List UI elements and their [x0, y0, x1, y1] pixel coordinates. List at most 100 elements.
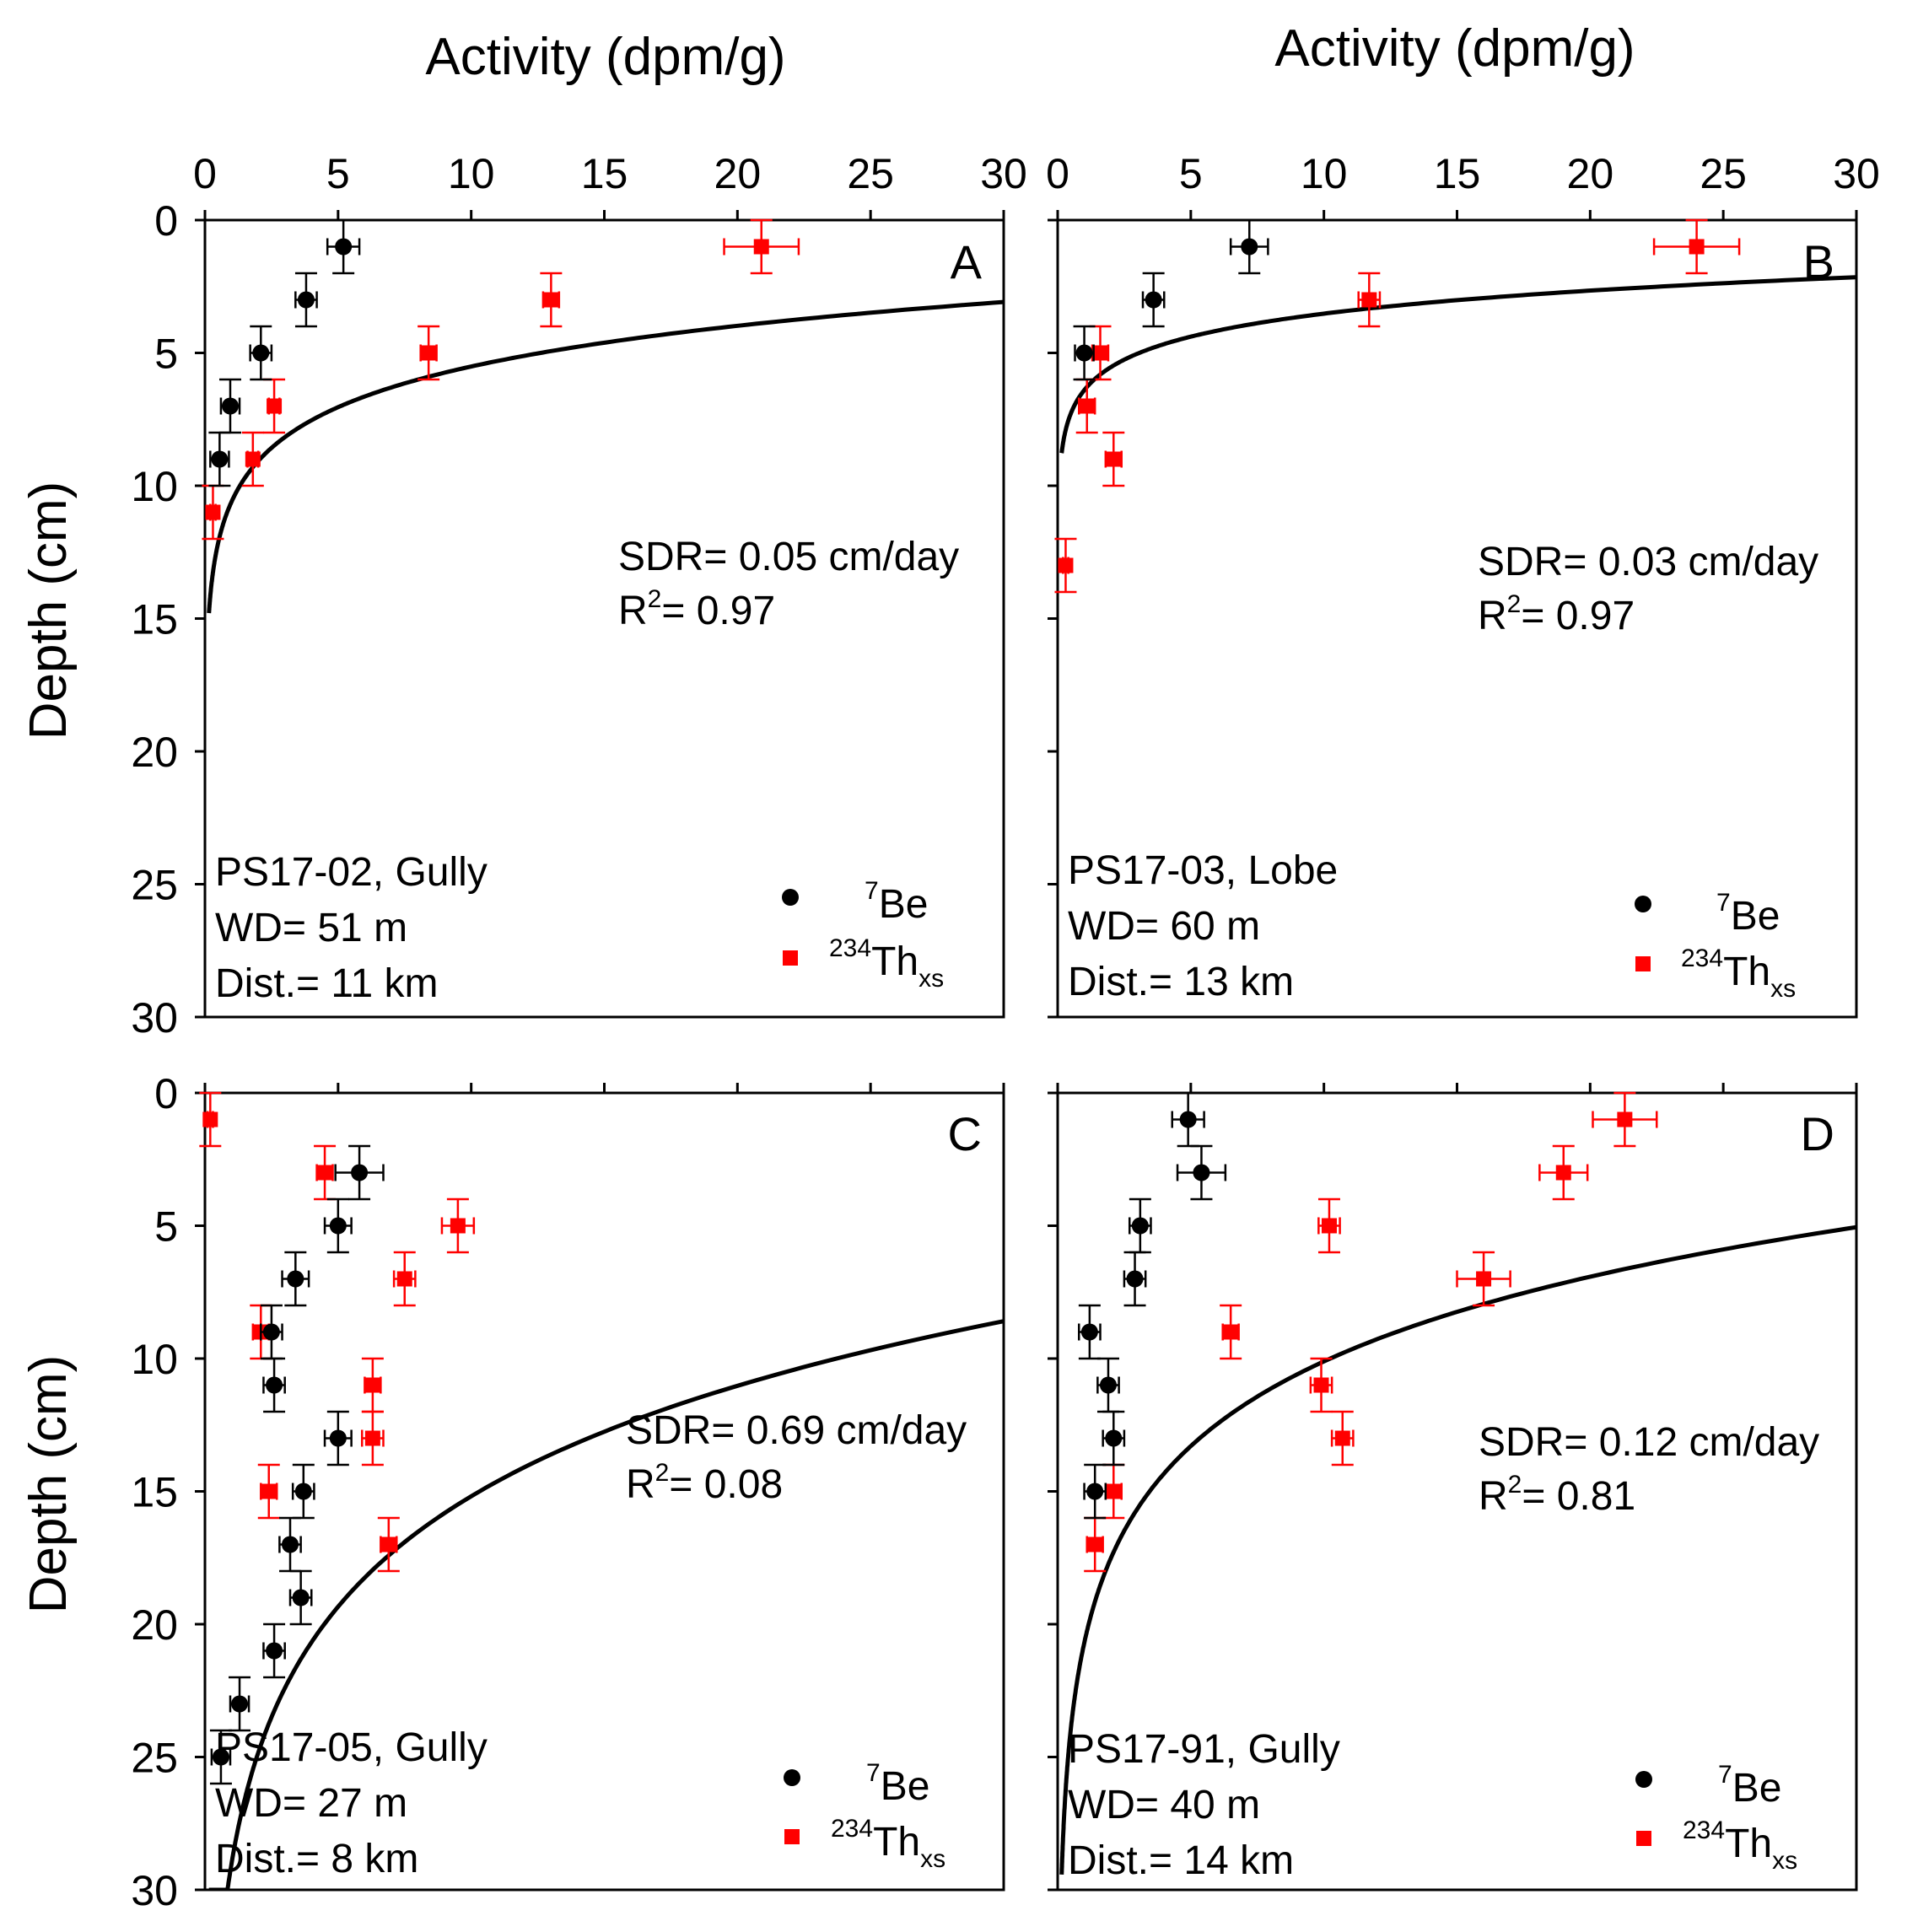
panel-b-be-point: [1229, 218, 1269, 275]
panel-b-legend-th-base: Th: [1723, 950, 1770, 994]
panel-b-x-tick-label: 0: [1046, 150, 1069, 197]
panel-a: 0 5 10 15 20 25 30 0 5 10 15 20 25 30 A SDR= 0.05 cm/da…: [131, 150, 1026, 1041]
panel-a-th-point: [202, 484, 224, 541]
panel-c-y-tick-label: 5: [154, 1203, 178, 1251]
panel-b-letter: B: [1803, 235, 1834, 288]
panel-d-be-point: [1123, 1251, 1147, 1307]
panel-c-legend-be-base: Be: [881, 1764, 930, 1809]
panel-d-legend-th-label: 234Thxs: [1683, 1816, 1797, 1875]
panel-c-y-tick-label: 10: [131, 1336, 178, 1383]
panel-a-th-point: [417, 325, 440, 381]
panel-c-y-tick-label: 15: [131, 1469, 178, 1516]
panel-c: 0 5 10 15 20 25 30 C SDR= 0.69 cm/day R2= 0.08 PS1…: [131, 1070, 1005, 1914]
panel-b-r2-sup: 2: [1507, 590, 1522, 618]
panel-c-y-tick-label: 20: [131, 1601, 178, 1649]
panel-d-legend-th-sup: 234: [1683, 1816, 1725, 1844]
panel-a-y-tick-label: 30: [131, 994, 178, 1041]
panel-a-legend-be-label: 7Be: [865, 877, 928, 927]
panel-a-distance: Dist.= 11 km: [215, 961, 439, 1006]
panel-c-th-point: [377, 1516, 400, 1573]
panel-c-r2-sup: 2: [655, 1459, 670, 1487]
panel-b-x-tick-label: 20: [1567, 150, 1614, 197]
panel-c-th-point: [440, 1197, 476, 1254]
panel-c-be-point: [291, 1463, 315, 1520]
panel-a-x-tick-label: 30: [980, 150, 1027, 197]
panel-a-x-tick-label: 10: [448, 150, 495, 197]
panel-c-legend-be-sup: 7: [866, 1759, 881, 1787]
panel-d-legend-th-marker: [1636, 1831, 1651, 1846]
panel-c-y-tick-label: 25: [131, 1735, 178, 1782]
panel-b-r2: R2= 0.97: [1478, 590, 1635, 638]
panel-c-be-point: [229, 1676, 251, 1732]
panel-b-th-point: [1054, 537, 1077, 594]
panel-d-legend-th-base: Th: [1725, 1822, 1772, 1866]
panel-c-th-point: [392, 1251, 417, 1307]
top-axis-title-right: Activity (dpm/g): [1274, 19, 1635, 78]
panel-c-th-point: [199, 1091, 222, 1148]
panel-d-th-point: [1456, 1251, 1511, 1307]
panel-d-r2-prefix: R: [1479, 1474, 1508, 1519]
panel-c-be-point: [323, 1410, 353, 1466]
panel-c-be-point: [260, 1304, 283, 1360]
panel-a-th-point: [241, 431, 264, 487]
panel-d-legend-be-base: Be: [1732, 1766, 1782, 1811]
panel-c-legend-be-marker: [784, 1769, 800, 1786]
panel-c-be-point: [334, 1144, 385, 1201]
panel-c-th-point: [257, 1463, 280, 1520]
panel-c-site: PS17-05, Gully: [215, 1725, 488, 1770]
panel-b-sdr: SDR= 0.03 cm/day: [1478, 540, 1818, 584]
panel-a-legend-th-label: 234Thxs: [829, 934, 944, 993]
panel-d-distance: Dist.= 14 km: [1068, 1838, 1294, 1883]
panel-a-fit-curve: [207, 299, 1004, 614]
panel-c-water-depth: WD= 27 m: [215, 1781, 407, 1826]
panel-c-r2-value: = 0.08: [669, 1462, 783, 1507]
panel-c-be-point: [262, 1623, 286, 1679]
panel-b-r2-prefix: R: [1478, 594, 1507, 638]
panel-a-r2: R2= 0.97: [618, 585, 775, 633]
panel-c-sdr: SDR= 0.69 cm/day: [626, 1408, 967, 1453]
panel-b-x-tick-label: 10: [1301, 150, 1348, 197]
panel-c-fit-curve: [208, 1319, 1004, 1890]
panel-a-legend-th-base: Th: [871, 939, 918, 984]
panel-b-th-point: [1652, 218, 1741, 275]
panel-c-legend-th-base: Th: [873, 1820, 920, 1865]
panel-b-legend-th-sub: xs: [1770, 975, 1796, 1003]
panel-d-letter: D: [1801, 1107, 1834, 1160]
panel-b-legend-be-marker: [1635, 896, 1651, 912]
panel-a-x-tick-label: 0: [193, 150, 217, 197]
top-axis-title-left: Activity (dpm/g): [425, 28, 785, 86]
panel-d-be-point: [1171, 1091, 1205, 1148]
panel-a-th-point: [263, 378, 286, 434]
panel-b-x-tick-label: 5: [1179, 150, 1203, 197]
panel-a-letter: A: [951, 235, 983, 288]
panel-c-be-point: [209, 1729, 232, 1785]
y-axis-title-bottom: Depth (cm): [19, 1355, 78, 1614]
panel-c-r2: R2= 0.08: [626, 1459, 783, 1507]
panel-b-legend-be-sup: 7: [1716, 889, 1731, 917]
panel-d-water-depth: WD= 40 m: [1068, 1783, 1260, 1827]
panel-a-y-tick-label: 15: [131, 596, 178, 643]
panel-c-legend-th-label: 234Thxs: [831, 1815, 945, 1873]
panel-d-sdr: SDR= 0.12 cm/day: [1479, 1420, 1819, 1465]
panel-c-distance: Dist.= 8 km: [215, 1837, 418, 1881]
panel-a-be-point: [208, 431, 231, 487]
panel-d-be-point: [1102, 1410, 1126, 1466]
panel-c-be-point: [281, 1251, 310, 1307]
panel-d-th-point: [1330, 1410, 1355, 1466]
panel-b-x-tick-label: 25: [1700, 150, 1747, 197]
panel-d-fit-curve: [1059, 1224, 1856, 1875]
panel-b-legend-th-sup: 234: [1681, 944, 1723, 972]
panel-d-legend-be-marker: [1635, 1771, 1652, 1788]
panel-a-r2-value: = 0.97: [661, 589, 775, 633]
panel-b-distance: Dist.= 13 km: [1068, 960, 1294, 1004]
panel-d-th-point: [1538, 1144, 1589, 1201]
panel-a-legend-th-sub: xs: [918, 965, 944, 993]
panel-d-th-point: [1084, 1516, 1107, 1573]
panel-b-legend-be-base: Be: [1731, 894, 1780, 939]
panel-a-x-tick-label: 15: [581, 150, 628, 197]
panel-a-site: PS17-02, Gully: [215, 850, 488, 895]
panel-a-th-point: [540, 272, 563, 328]
panel-a-legend-be-base: Be: [879, 882, 929, 927]
panel-c-be-point: [262, 1357, 286, 1413]
